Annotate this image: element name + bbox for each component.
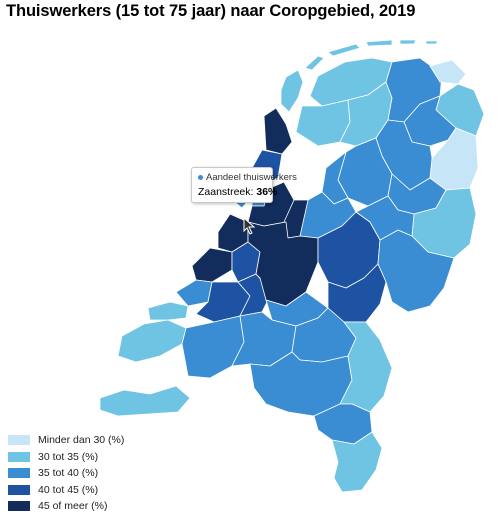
legend-item-45-of-meer[interactable]: 45 of meer (%): [8, 498, 124, 515]
legend-swatch: [8, 451, 30, 462]
legend-label: 30 tot 35 (%): [38, 450, 99, 463]
region-texel[interactable]: [280, 69, 304, 113]
series-dot-icon: [198, 174, 203, 180]
region-zeeuwsch-vlaanderen[interactable]: [99, 385, 191, 417]
legend-label: 40 tot 45 (%): [38, 483, 99, 496]
legend: Minder dan 30 (%) 30 tot 35 (%) 35 tot 4…: [8, 432, 124, 515]
tooltip-value: 36%: [256, 186, 278, 198]
region-agglomeratie-s-gravenhage[interactable]: [191, 247, 233, 283]
region-vlieland[interactable]: [304, 55, 325, 71]
tooltip: Aandeel thuiswerkers Zaanstreek: 36%: [191, 167, 297, 203]
legend-item-40-tot-45[interactable]: 40 tot 45 (%): [8, 482, 124, 499]
tooltip-region-label: Zaanstreek:: [198, 186, 254, 198]
legend-label: Minder dan 30 (%): [38, 434, 125, 447]
legend-label: 45 of meer (%): [38, 500, 108, 513]
region-delfzijl-en-omgeving[interactable]: [429, 59, 467, 85]
region-rottumeroog[interactable]: [425, 40, 439, 45]
legend-swatch: [8, 435, 30, 446]
legend-item-30-tot-35[interactable]: 30 tot 35 (%): [8, 449, 124, 466]
map-title: Thuiswerkers (15 tot 75 jaar) naar Corop…: [6, 2, 416, 20]
legend-item-35-tot-40[interactable]: 35 tot 40 (%): [8, 465, 124, 482]
legend-swatch: [8, 484, 30, 495]
tooltip-series-label: Aandeel thuiswerkers: [206, 172, 297, 183]
legend-swatch: [8, 501, 30, 512]
mouse-cursor-icon: [243, 217, 256, 235]
region-schouwen[interactable]: [147, 301, 189, 321]
region-apeldoorn-deventer[interactable]: [355, 195, 415, 241]
region-overig-zeeland[interactable]: [117, 319, 187, 363]
legend-swatch: [8, 468, 30, 479]
region-terschelling[interactable]: [327, 43, 361, 57]
region-delft-en-westland[interactable]: [175, 279, 213, 307]
region-kop-van-noord-holland[interactable]: [263, 107, 293, 155]
legend-label: 35 tot 40 (%): [38, 467, 99, 480]
region-ameland[interactable]: [365, 39, 393, 47]
region-schiermonnikoog[interactable]: [399, 39, 417, 45]
region-zuid-limburg[interactable]: [331, 431, 383, 493]
legend-item-minder-dan-30[interactable]: Minder dan 30 (%): [8, 432, 124, 449]
region-west-noord-brabant[interactable]: [181, 315, 245, 379]
